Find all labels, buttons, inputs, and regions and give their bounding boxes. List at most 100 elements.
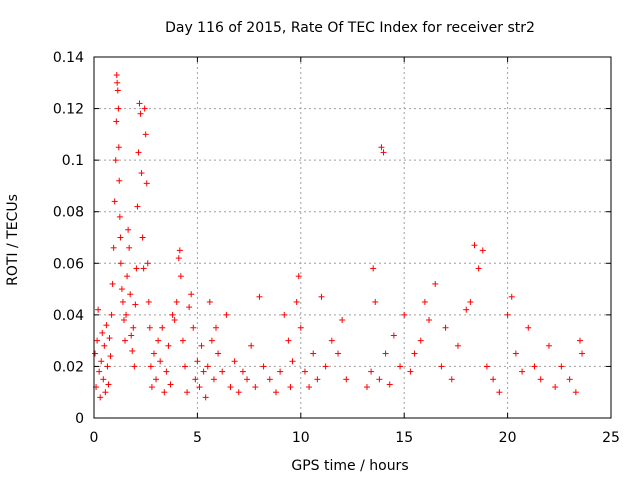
chart-title: Day 116 of 2015, Rate Of TEC Index for r… [165, 20, 535, 36]
data-point [102, 389, 109, 396]
data-point [177, 273, 184, 280]
data-point [248, 342, 255, 349]
data-point [287, 384, 294, 391]
data-point [231, 358, 238, 365]
data-points [92, 72, 586, 401]
data-point [339, 317, 346, 324]
data-point [135, 149, 142, 156]
x-tick-label: 5 [193, 430, 202, 446]
data-point [165, 342, 172, 349]
data-point [525, 324, 532, 331]
data-point [370, 265, 377, 272]
data-point [117, 260, 124, 267]
data-point [95, 306, 102, 313]
data-point [122, 337, 129, 344]
data-point [289, 358, 296, 365]
x-tick-label: 15 [395, 430, 413, 446]
data-point [94, 337, 101, 344]
data-point [138, 170, 145, 177]
data-point [318, 293, 325, 300]
data-point [176, 247, 183, 254]
data-point [322, 363, 329, 370]
data-point [169, 311, 176, 318]
data-point [219, 368, 226, 375]
data-point [235, 389, 242, 396]
data-point [101, 342, 108, 349]
y-tick-label: 0.02 [53, 359, 84, 375]
y-tick-label: 0.06 [53, 256, 84, 272]
data-point [126, 244, 133, 251]
data-point [496, 389, 503, 396]
data-point [110, 244, 117, 251]
data-point [454, 342, 461, 349]
data-point [213, 324, 220, 331]
data-point [141, 105, 148, 112]
data-point [223, 311, 230, 318]
data-point [244, 376, 251, 383]
data-point [188, 291, 195, 298]
data-point [104, 363, 111, 370]
data-point [372, 298, 379, 305]
data-point [196, 384, 203, 391]
data-point [143, 180, 150, 187]
data-point [98, 358, 105, 365]
y-axis-label: ROTI / TECUs [5, 194, 21, 286]
data-point [202, 394, 209, 401]
data-point [145, 298, 152, 305]
data-point [471, 242, 478, 249]
x-tick-label: 25 [602, 430, 620, 446]
data-point [190, 324, 197, 331]
data-point [137, 110, 144, 117]
data-point [186, 304, 193, 311]
data-point [208, 337, 215, 344]
data-point [260, 363, 267, 370]
data-point [376, 376, 383, 383]
x-axis-label: GPS time / hours [291, 458, 408, 474]
data-point [114, 87, 121, 94]
data-point [442, 324, 449, 331]
data-point [368, 368, 375, 375]
data-point [438, 363, 445, 370]
data-point [108, 311, 115, 318]
data-point [92, 350, 99, 357]
data-point [113, 118, 120, 125]
data-point [194, 358, 201, 365]
data-point [297, 324, 304, 331]
data-point [504, 311, 511, 318]
data-point [128, 332, 135, 339]
data-point [407, 368, 414, 375]
data-point [363, 384, 370, 391]
data-point [386, 381, 393, 388]
data-point [192, 376, 199, 383]
data-point [147, 363, 154, 370]
data-point [116, 213, 123, 220]
data-point [328, 337, 335, 344]
data-point [272, 389, 279, 396]
data-point [200, 368, 207, 375]
data-point [552, 384, 559, 391]
data-point [266, 376, 273, 383]
data-point [132, 301, 139, 308]
data-point [106, 335, 113, 342]
data-point [105, 381, 112, 388]
data-point [378, 144, 385, 151]
y-tick-label: 0.12 [53, 102, 84, 118]
data-point [175, 255, 182, 262]
data-point [204, 363, 211, 370]
grid [94, 57, 611, 418]
data-point [161, 389, 168, 396]
data-point [127, 291, 134, 298]
y-tick-label: 0.1 [62, 153, 84, 169]
data-point [531, 363, 538, 370]
data-point [136, 100, 143, 107]
data-point [252, 384, 259, 391]
data-point [463, 306, 470, 313]
data-point [285, 337, 292, 344]
data-point [390, 332, 397, 339]
data-point [142, 131, 149, 138]
axis-ticks: 0 5 10 15 20 25 0 0.02 0.04 0.06 0.08 0.1 0.12 0.14 [53, 50, 620, 446]
data-point [401, 311, 408, 318]
data-point [545, 342, 552, 349]
